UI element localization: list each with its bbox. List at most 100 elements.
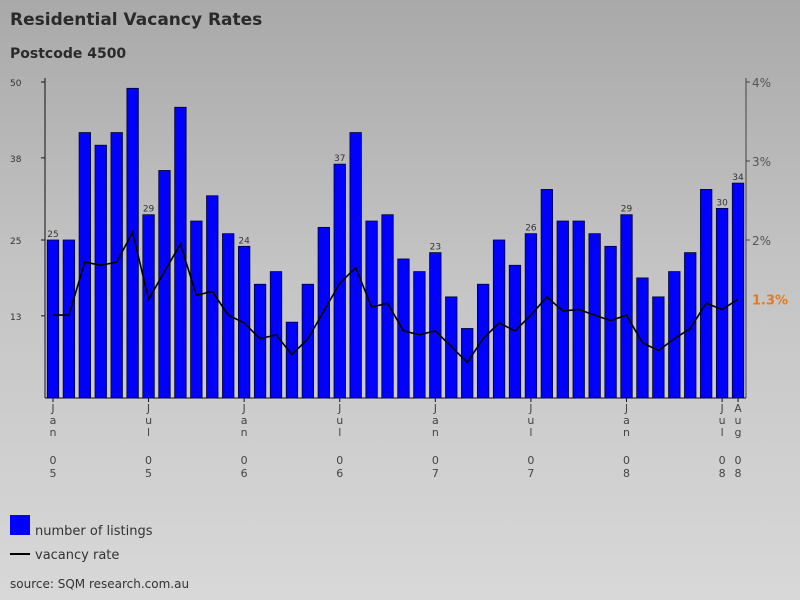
legend-bars-swatch [10,515,30,535]
bar-value-label: 29 [143,205,155,215]
x-tick-year-char: 0 [623,454,630,467]
x-tick-year-char: 6 [241,467,248,480]
x-tick-label-char: a [623,414,630,427]
x-tick-label-char: a [50,414,57,427]
x-tick-label-char: a [241,414,248,427]
legend-bars-label: number of listings [35,524,153,539]
x-tick-label-char: l [147,426,150,439]
x-tick-label-char: J [337,402,341,415]
x-tick-year-char: 0 [49,454,56,467]
bar [190,220,203,399]
bar [174,106,187,399]
x-tick-label-char: l [338,426,341,439]
x-tick-year-char: 8 [623,467,630,480]
bar [94,144,107,399]
legend-line-label: vacancy rate [35,548,120,563]
x-tick-label-char: u [735,414,742,427]
x-tick-year-char: 0 [241,454,248,467]
bar [349,132,362,399]
chart: 503825134%3%2%2529243723262930341.3%Jan0… [10,76,788,480]
x-tick-label-char: l [721,426,724,439]
left-tick-label: 38 [10,155,22,165]
bar [110,132,123,399]
legend-line-swatch [10,553,30,555]
bar-value-label: 34 [732,173,744,183]
bar [604,245,617,399]
bar [556,220,569,399]
bar [668,271,681,399]
x-tick-label-char: u [336,414,343,427]
bar [62,239,76,399]
bar [126,87,139,399]
bar [253,283,267,399]
x-tick-year-char: 5 [49,467,56,480]
bar [142,214,155,399]
x-tick-year-char: 7 [527,467,534,480]
bar [636,277,649,399]
x-tick-label-char: n [49,426,56,439]
x-tick-label-char: J [624,402,628,415]
x-tick-label-char: u [719,414,726,427]
bar [620,214,633,399]
left-tick-label: 25 [10,237,21,247]
x-tick-year-char: 0 [735,454,742,467]
right-tick-label: 4% [752,76,771,90]
bar [381,214,394,399]
vacancy-rate-line [53,229,739,364]
chart-subtitle: Postcode 4500 [10,46,127,62]
bar-value-label: 24 [238,236,250,246]
bar [301,283,315,399]
x-tick-label-char: J [242,402,246,415]
bar [333,163,346,399]
bar-value-label: 26 [525,224,537,234]
bar [700,189,713,399]
bar [731,182,745,399]
x-tick-year-char: 0 [719,454,726,467]
x-tick-label-char: J [146,402,150,415]
x-tick-label-char: u [527,414,534,427]
x-tick-label-char: A [734,402,742,415]
x-tick-year-char: 6 [336,467,343,480]
x-tick-year-char: 8 [735,467,742,480]
x-tick-year-char: 0 [336,454,343,467]
bar [78,132,91,399]
x-tick-year-char: 0 [145,454,152,467]
bar-value-label: 37 [334,154,345,164]
x-tick-label-char: n [623,426,630,439]
bar [206,195,219,399]
x-tick-year-char: 0 [432,454,439,467]
x-tick-label-char: u [145,414,152,427]
x-tick-label-char: n [241,426,248,439]
x-tick-year-char: 5 [145,467,152,480]
bar [492,239,506,399]
bar [715,207,729,399]
bar [158,170,171,399]
bar-value-label: 29 [621,205,633,215]
bar [365,220,378,399]
x-tick-label-char: g [735,426,742,439]
left-tick-label: 50 [10,79,22,89]
bar-value-label: 25 [47,230,58,240]
bar [540,189,553,399]
bar [285,321,299,399]
x-tick-label-char: n [432,426,439,439]
x-tick-year-char: 7 [432,467,439,480]
x-tick-label-char: J [528,402,532,415]
x-tick-label-char: l [529,426,532,439]
bar-value-label: 30 [716,198,728,208]
source-note: source: SQM research.com.au [10,577,190,591]
left-tick-label: 13 [10,313,21,323]
chart-title: Residential Vacancy Rates [10,10,263,30]
x-tick-year-char: 0 [527,454,534,467]
last-vacancy-rate-label: 1.3% [752,293,788,308]
bar [476,283,490,399]
x-tick-label-char: J [719,402,723,415]
right-tick-label: 2% [752,234,771,248]
x-tick-label-char: a [432,414,439,427]
x-tick-year-char: 8 [719,467,726,480]
x-tick-label-char: J [433,402,437,415]
x-tick-label-char: J [50,402,54,415]
bar [397,258,410,399]
right-tick-label: 3% [752,155,771,169]
bar-value-label: 23 [430,243,441,253]
